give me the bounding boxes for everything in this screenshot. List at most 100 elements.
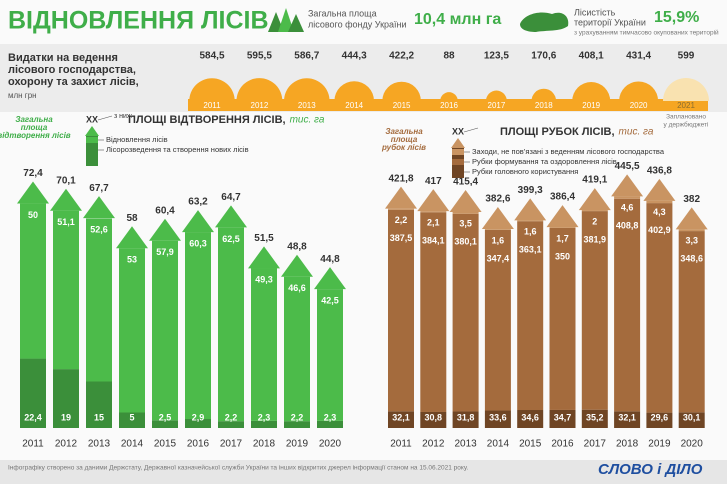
legend-marker: XX (86, 114, 98, 124)
stat-note: з урахуванням тимчасово окупованих терит… (574, 29, 719, 37)
total-label: 436,8 (647, 166, 672, 177)
value-label: 15 (94, 412, 104, 422)
x-tick-label: 2020 (319, 439, 342, 450)
value-label: 2 (592, 216, 597, 226)
tree-segment (420, 212, 447, 412)
legend-marker: XX (452, 126, 464, 136)
chart-title: охорону та захист лісів, (8, 76, 139, 88)
tree-segment (678, 231, 705, 413)
legend-total-label: площа (391, 135, 418, 144)
tree-segment (581, 210, 608, 212)
tree-segment (452, 411, 479, 428)
value-label: 387,5 (390, 233, 413, 243)
value-label: 348,6 (680, 254, 703, 264)
chart-title: ПЛОЩІ РУБОК ЛІСІВ, (500, 126, 615, 138)
half-circle (284, 78, 330, 101)
half-circle (440, 92, 458, 101)
half-circle (531, 88, 557, 101)
x-tick-label: 2019 (582, 101, 600, 110)
legend-total-label: рубок лісів (381, 143, 426, 152)
tree-segment (646, 200, 673, 204)
x-tick-label: 2014 (345, 101, 363, 110)
axis-strip (188, 99, 708, 111)
legend-swatch (86, 137, 98, 143)
value-label: 586,7 (294, 51, 319, 62)
tree-segment (452, 211, 479, 214)
x-tick-label: 2013 (88, 439, 111, 450)
half-circle (663, 78, 709, 101)
x-tick-label: 2018 (535, 101, 553, 110)
tree-crown (116, 226, 148, 249)
value-label: 2,2 (225, 412, 238, 422)
value-label: 350 (555, 251, 570, 261)
tree-segment (646, 203, 673, 413)
tree-segment (549, 227, 576, 228)
x-tick-label: 2012 (422, 439, 445, 450)
half-circle (334, 81, 375, 101)
tree-crown (182, 210, 214, 233)
value-label: 34,7 (554, 412, 572, 422)
value-label: 4,3 (653, 207, 666, 217)
half-circle (572, 82, 611, 101)
x-tick-label: 2019 (286, 439, 309, 450)
unit-label: тис. га (290, 115, 325, 126)
x-tick-label: 2015 (519, 439, 542, 450)
x-tick-label: 2013 (454, 439, 477, 450)
tree-segment (20, 358, 46, 428)
stat-value: 10,4 млн га (414, 11, 501, 28)
tree-segment (317, 289, 343, 421)
value-label: 22,4 (24, 412, 42, 422)
value-label: 52,6 (90, 225, 108, 235)
value-label: 34,6 (521, 412, 539, 422)
tree-segment (420, 411, 447, 428)
value-label: 599 (678, 51, 695, 62)
tree-segment (284, 276, 310, 422)
tree-segment (53, 369, 79, 428)
tree-segment (484, 229, 511, 411)
value-label: 49,3 (255, 275, 273, 285)
total-label: 58 (126, 213, 138, 224)
footer-band (0, 460, 727, 484)
x-tick-label: 2016 (187, 439, 210, 450)
x-tick-label: 2015 (393, 101, 411, 110)
total-label: 419,1 (582, 175, 607, 186)
stat-label: лісового фонду України (308, 19, 407, 29)
total-label: 421,8 (388, 173, 413, 184)
page-title: ВІДНОВЛЕННЯ ЛІСІВ (8, 7, 269, 35)
tree-segment (614, 198, 641, 412)
x-tick-label: 2016 (551, 439, 574, 450)
value-label: 32,1 (392, 412, 410, 422)
value-label: 363,1 (519, 245, 542, 255)
legend-swatch (452, 159, 464, 165)
tree-crown (546, 205, 579, 228)
value-label: 1,7 (556, 233, 569, 243)
total-label: 44,8 (320, 254, 340, 265)
total-label: 63,2 (188, 197, 208, 208)
x-tick-label: 2012 (55, 439, 78, 450)
value-label: 5 (129, 412, 134, 422)
tree-segment (251, 268, 277, 421)
x-tick-label: 2016 (440, 101, 458, 110)
total-label: 445,5 (615, 161, 640, 172)
value-label: 2,3 (324, 412, 337, 422)
x-tick-label: 2011 (22, 439, 44, 450)
tree-segment (388, 411, 414, 428)
tree-crown (578, 188, 611, 211)
total-label: 415,4 (453, 177, 478, 188)
legend-swatch (452, 169, 464, 175)
tree-segment (614, 196, 641, 199)
x-tick-label: 2012 (251, 101, 269, 110)
tree-crown (281, 254, 313, 277)
stat-label: території України (574, 17, 646, 27)
tree-segment (119, 248, 145, 413)
chart-title: ПЛОЩІ ВІДТВОРЕННЯ ЛІСІВ, (128, 114, 286, 126)
tree-segment (185, 419, 211, 428)
tree-crown (149, 218, 181, 241)
legend-total-label: відтворення лісів (0, 131, 71, 140)
stat-value: 15,9% (654, 9, 699, 26)
total-label: 382 (683, 194, 700, 205)
value-label: 60,3 (189, 238, 207, 248)
value-label: 35,2 (586, 412, 604, 422)
value-label: 347,4 (487, 253, 510, 263)
value-label: 1,6 (492, 235, 505, 245)
